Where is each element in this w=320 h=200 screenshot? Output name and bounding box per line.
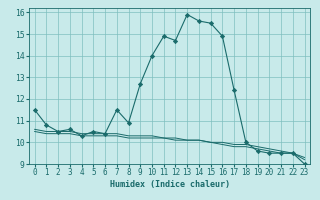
X-axis label: Humidex (Indice chaleur): Humidex (Indice chaleur) <box>109 180 229 189</box>
